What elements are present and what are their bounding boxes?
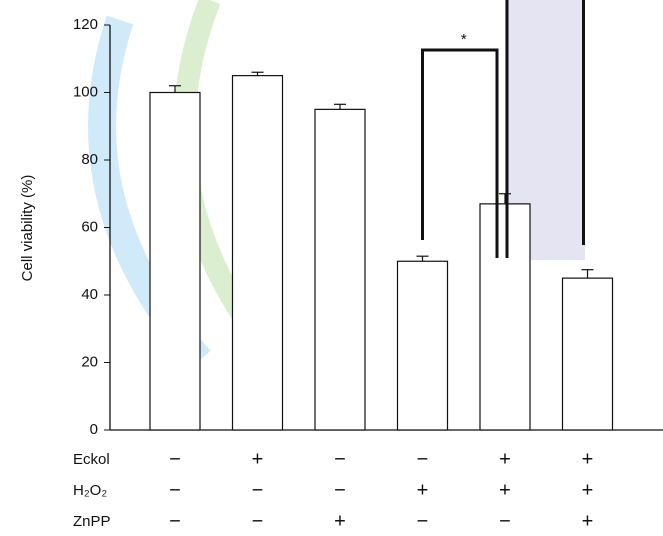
treatment-sign: + — [252, 448, 264, 470]
treatment-sign: + — [582, 479, 594, 501]
bar — [233, 76, 283, 430]
treatment-sign: − — [334, 448, 346, 470]
bar — [150, 93, 200, 431]
treatment-sign: + — [417, 479, 429, 501]
treatment-sign: − — [334, 479, 346, 501]
bar — [398, 261, 448, 430]
bar — [315, 109, 365, 430]
y-tick-label: 120 — [73, 16, 98, 33]
treatment-sign: − — [169, 448, 181, 470]
treatment-sign: − — [169, 479, 181, 501]
bar — [480, 204, 530, 430]
y-tick-label: 20 — [81, 353, 98, 370]
treatment-label: ZnPP — [73, 513, 111, 530]
y-tick-label: 60 — [81, 218, 98, 235]
treatment-sign: + — [582, 448, 594, 470]
treatment-sign: − — [252, 479, 264, 501]
treatment-sign: − — [499, 510, 511, 532]
significance-label: * — [461, 31, 467, 48]
error-bar — [417, 256, 429, 261]
error-bar — [334, 104, 346, 109]
y-tick-label: 80 — [81, 151, 98, 168]
treatment-label: Eckol — [73, 451, 110, 468]
error-bar — [582, 270, 594, 278]
treatment-sign: − — [169, 510, 181, 532]
treatment-sign: − — [417, 510, 429, 532]
y-tick-label: 100 — [73, 83, 98, 100]
y-tick-label: 0 — [90, 421, 98, 438]
treatment-sign: + — [499, 448, 511, 470]
treatment-sign: + — [334, 510, 346, 532]
treatment-sign: + — [499, 479, 511, 501]
treatment-sign: + — [582, 510, 594, 532]
y-axis-label: Cell viability (%) — [19, 175, 36, 282]
y-tick-label: 40 — [81, 286, 98, 303]
treatment-sign: − — [252, 510, 264, 532]
bar — [563, 278, 613, 430]
treatment-label: H₂O₂ — [73, 482, 107, 499]
chart: Cell viability (%) 0 20 40 60 80 100 120 * Eckol… — [0, 0, 663, 536]
treatment-sign: − — [417, 448, 429, 470]
